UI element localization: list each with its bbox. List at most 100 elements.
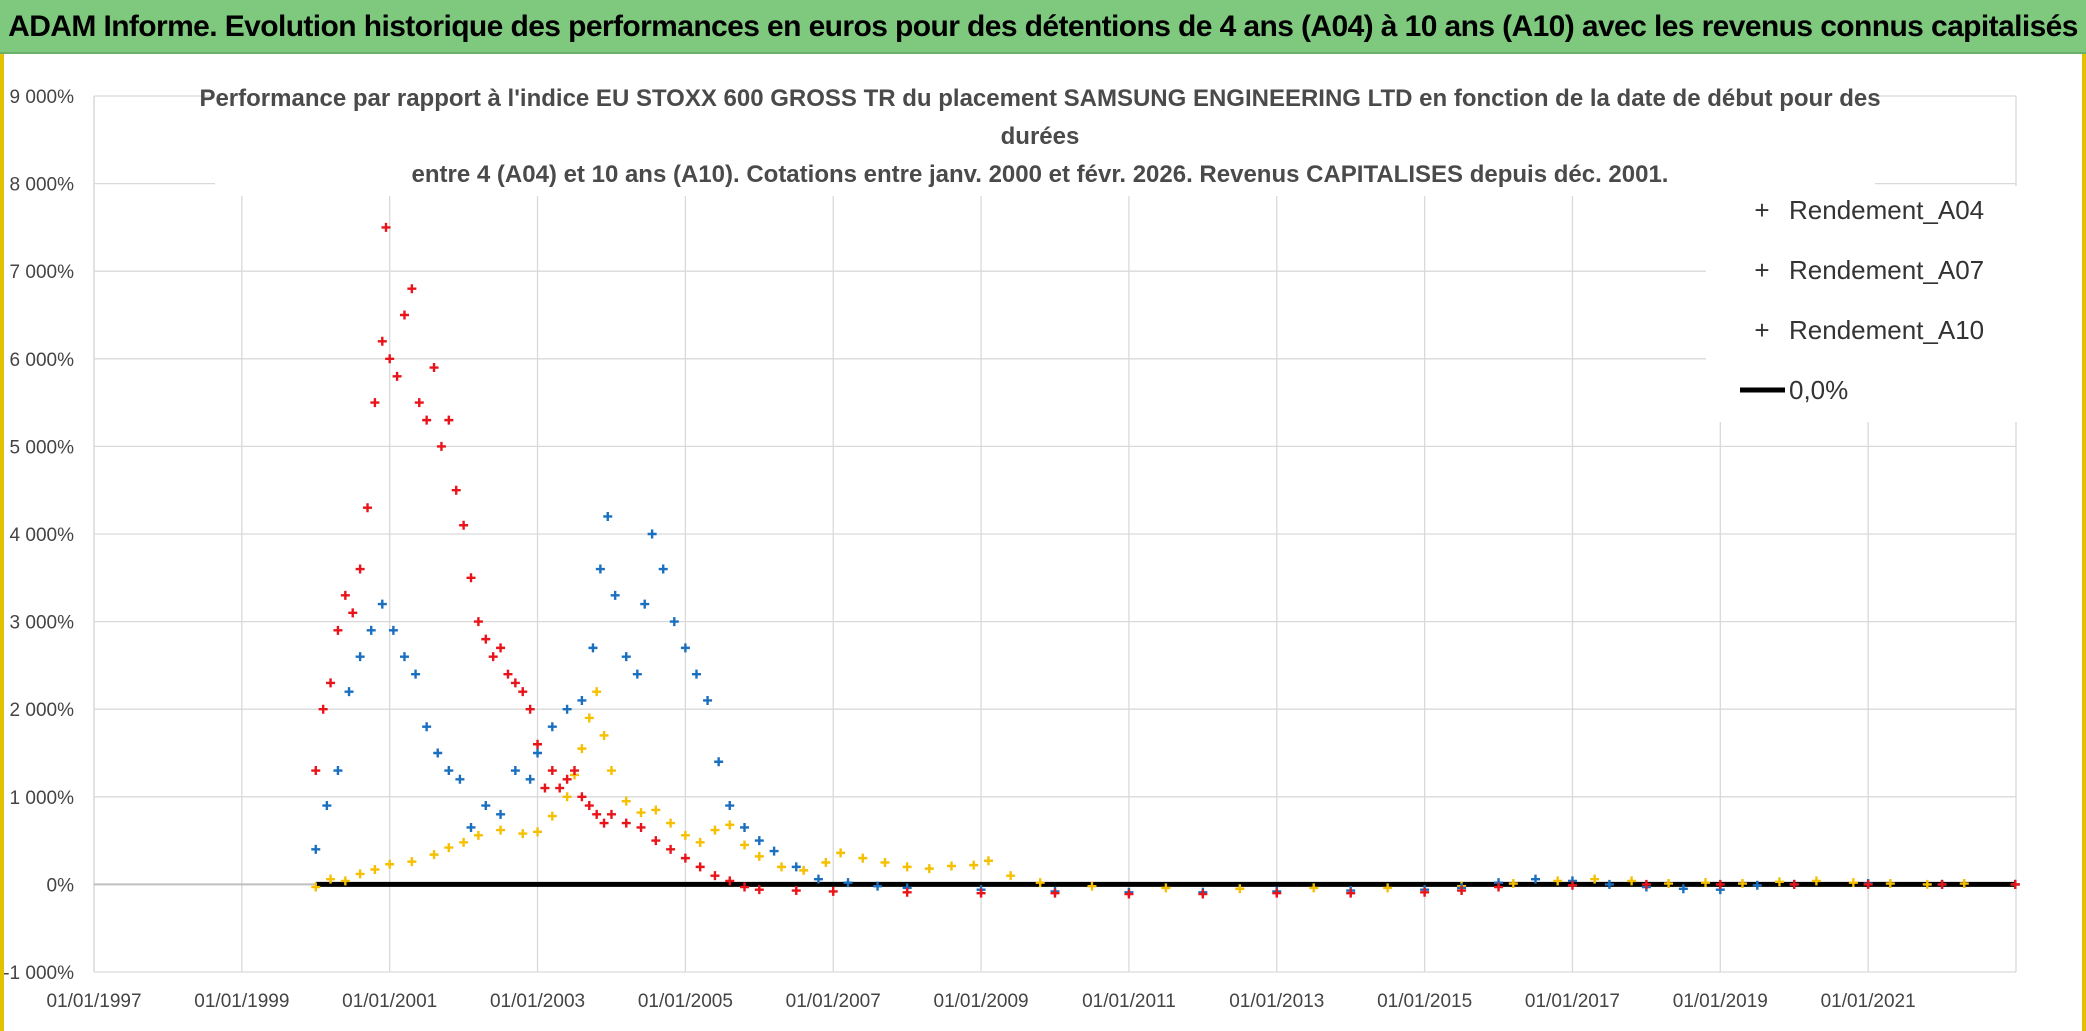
x-tick-label: 01/01/2021: [1821, 991, 1916, 1012]
legend-item-a04: + Rendement_A04: [1754, 195, 1984, 225]
legend-label-a10: Rendement_A10: [1789, 315, 1984, 345]
data-point-rendement-a04: [695, 837, 705, 847]
data-point-rendement-a07: [466, 822, 476, 832]
data-point-rendement-a10: [1050, 888, 1060, 898]
data-point-rendement-a04: [725, 820, 735, 830]
data-point-rendement-a07: [377, 599, 387, 609]
legend-label-zero: 0,0%: [1789, 375, 1848, 405]
data-point-rendement-a10: [651, 836, 661, 846]
data-point-rendement-a07: [399, 652, 409, 662]
data-point-rendement-a04: [1035, 878, 1045, 888]
data-point-rendement-a07: [366, 625, 376, 635]
data-point-rendement-a04: [459, 837, 469, 847]
data-point-rendement-a10: [473, 617, 483, 627]
data-point-rendement-a07: [754, 836, 764, 846]
y-tick-label: 2 000%: [10, 700, 75, 721]
data-point-rendement-a04: [1508, 879, 1518, 889]
data-point-rendement-a10: [976, 888, 986, 898]
data-point-rendement-a10: [525, 704, 535, 714]
data-point-rendement-a10: [1457, 886, 1467, 896]
data-point-rendement-a04: [599, 730, 609, 740]
data-point-rendement-a07: [455, 774, 465, 784]
data-point-rendement-a10: [496, 643, 506, 653]
y-tick-label: -1 000%: [3, 963, 74, 984]
data-point-rendement-a10: [570, 766, 579, 776]
data-point-rendement-a04: [983, 856, 993, 866]
x-tick-label: 01/01/2011: [1082, 991, 1176, 1012]
data-point-rendement-a07: [444, 766, 454, 776]
y-tick-label: 5 000%: [10, 437, 75, 458]
data-point-rendement-a10: [547, 766, 557, 776]
data-point-rendement-a07: [669, 617, 679, 627]
data-point-rendement-a10: [370, 398, 380, 408]
legend-item-a10: + Rendement_A10: [1754, 315, 1984, 345]
x-tick-label: 01/01/2009: [934, 991, 1029, 1012]
data-point-rendement-a07: [322, 801, 332, 811]
data-point-rendement-a07: [640, 599, 650, 609]
data-point-rendement-a04: [821, 858, 831, 867]
legend-background: [1706, 186, 2020, 422]
data-point-rendement-a07: [388, 625, 398, 635]
data-point-rendement-a07: [791, 862, 801, 872]
chart-title-line-3: entre 4 (A04) et 10 ans (A10). Cotations…: [412, 161, 1669, 188]
data-point-rendement-a04: [496, 825, 506, 835]
data-point-rendement-a07: [1531, 874, 1540, 884]
data-point-rendement-a10: [902, 887, 912, 897]
y-tick-label: 1 000%: [10, 788, 75, 809]
chart-title-line-1: Performance par rapport à l'indice EU ST…: [199, 85, 1880, 112]
data-point-rendement-a10: [1641, 879, 1651, 889]
data-point-rendement-a07: [525, 774, 535, 784]
data-point-rendement-a10: [2010, 879, 2020, 889]
series-rendement-a07: [311, 511, 2020, 897]
data-point-rendement-a07: [740, 822, 750, 832]
data-point-rendement-a07: [769, 846, 779, 856]
data-point-rendement-a04: [355, 869, 365, 879]
data-point-rendement-a04: [606, 766, 616, 776]
data-point-rendement-a04: [326, 874, 336, 884]
data-point-rendement-a10: [326, 678, 336, 688]
data-point-rendement-a10: [540, 783, 550, 793]
data-point-rendement-a10: [710, 871, 720, 881]
data-point-rendement-a04: [858, 853, 868, 863]
data-point-rendement-a10: [459, 520, 469, 530]
data-point-rendement-a04: [592, 687, 602, 697]
data-point-rendement-a04: [740, 840, 750, 850]
data-point-rendement-a07: [725, 801, 735, 811]
data-point-rendement-a10: [340, 590, 350, 600]
data-point-rendement-a04: [776, 862, 786, 872]
data-point-rendement-a10: [407, 284, 417, 294]
data-point-rendement-a04: [1235, 884, 1245, 894]
data-point-rendement-a10: [503, 669, 513, 679]
report-banner: ADAM Informe. Evolution historique des p…: [0, 0, 2086, 54]
data-point-rendement-a07: [510, 766, 520, 776]
data-point-rendement-a10: [695, 862, 705, 872]
data-point-rendement-a10: [385, 354, 395, 364]
data-point-rendement-a07: [843, 878, 853, 888]
data-point-rendement-a07: [562, 704, 572, 714]
data-point-rendement-a04: [1885, 879, 1895, 889]
data-point-rendement-a04: [636, 808, 646, 818]
data-point-rendement-a10: [1198, 889, 1208, 899]
x-tick-label: 01/01/1999: [194, 991, 289, 1012]
data-point-rendement-a10: [399, 310, 409, 320]
data-point-rendement-a04: [340, 876, 350, 886]
chart-axes: -1 000% 0% 1 000% 2 000% 3 000% 4 000% 5 000% 6…: [3, 87, 1915, 1012]
data-point-rendement-a07: [355, 652, 365, 662]
data-point-rendement-a10: [1937, 879, 1947, 889]
data-point-rendement-a10: [466, 573, 476, 583]
data-point-rendement-a10: [599, 818, 609, 828]
legend-label-a07: Rendement_A07: [1789, 255, 1984, 285]
data-point-rendement-a10: [533, 739, 543, 749]
data-point-rendement-a07: [691, 669, 701, 679]
data-point-rendement-a04: [680, 830, 690, 840]
data-point-rendement-a04: [1553, 876, 1563, 886]
data-point-rendement-a10: [1789, 879, 1799, 889]
data-point-rendement-a04: [1848, 878, 1858, 888]
data-point-rendement-a04: [1006, 871, 1016, 881]
data-point-rendement-a04: [311, 882, 321, 892]
chart-title-background: [215, 78, 1875, 196]
data-point-rendement-a07: [658, 564, 668, 574]
data-point-rendement-a04: [710, 825, 720, 835]
data-point-rendement-a07: [588, 643, 598, 653]
data-point-rendement-a10: [318, 704, 328, 714]
